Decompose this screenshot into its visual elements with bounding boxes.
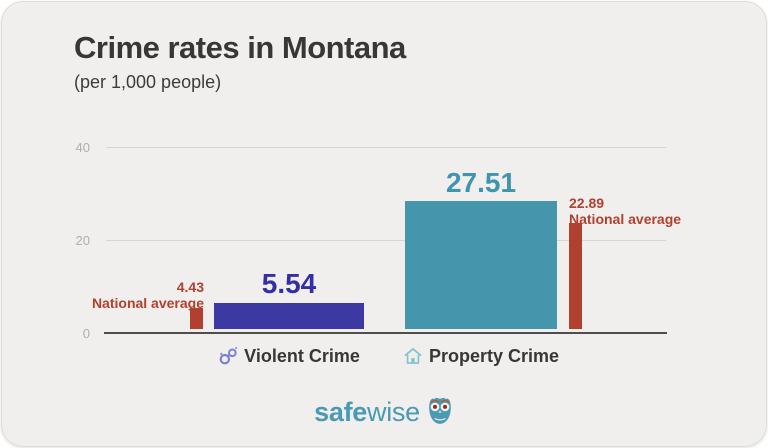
violent-crime-value-label: 5.54 <box>261 268 317 299</box>
property-national-average-label: 22.89 National average <box>569 195 699 227</box>
gridline-20 <box>106 240 666 241</box>
property-national-average-value: 22.89 <box>569 195 605 211</box>
violent-national-average-caption: National average <box>91 295 204 311</box>
brand-wise: wise <box>367 396 420 427</box>
category-property-crime-label: Property Crime <box>428 345 560 366</box>
house-icon <box>403 346 423 366</box>
bar-property-crime <box>405 201 557 329</box>
category-violent-crime-label: Violent Crime <box>244 345 360 366</box>
bar-national-average-violent <box>190 308 203 329</box>
owl-icon <box>424 393 456 432</box>
handcuffs-icon <box>218 346 238 366</box>
y-axis-tick-20: 20 <box>75 233 90 248</box>
brand-safe: safe <box>314 396 367 427</box>
category-violent-crime: Violent Crime <box>194 343 384 369</box>
page-subtitle: (per 1,000 people) <box>74 72 222 92</box>
y-axis-tick-40: 40 <box>75 140 90 155</box>
property-national-average-caption: National average <box>569 211 682 227</box>
bar-violent-crime <box>214 303 364 329</box>
page-title: Crime rates in Montana <box>74 30 406 65</box>
safewise-logo: safe wise <box>2 393 766 432</box>
gridline-40 <box>106 147 666 148</box>
y-axis-tick-0: 0 <box>82 326 90 341</box>
property-crime-value-label: 27.51 <box>445 167 517 198</box>
violent-national-average-value: 4.43 <box>176 279 204 295</box>
x-axis-line <box>104 332 667 334</box>
bar-national-average-property <box>569 222 582 329</box>
violent-national-average-label: 4.43 National average <box>42 279 204 311</box>
category-property-crime: Property Crime <box>386 343 576 369</box>
